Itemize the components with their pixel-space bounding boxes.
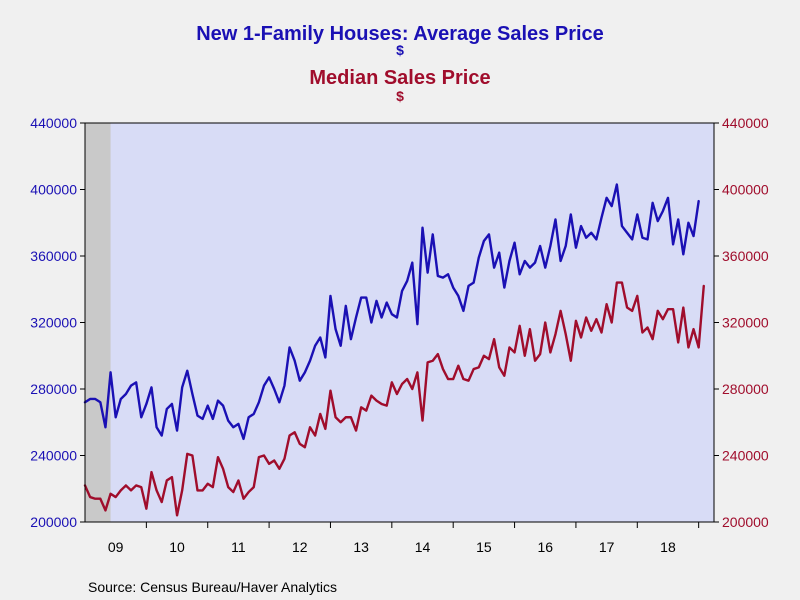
right-y-tick-label: 400000 (722, 182, 769, 198)
chart-title-line2: Median Sales Price (309, 67, 490, 89)
x-tick-label: 13 (353, 539, 369, 555)
x-tick-label: 12 (292, 539, 308, 555)
series-lines (83, 183, 705, 517)
right-axis-ticks (714, 122, 719, 523)
recession-shading (85, 123, 111, 522)
x-tick-label: 18 (660, 539, 676, 555)
left-y-tick-label: 360000 (30, 248, 77, 264)
x-tick-label: 15 (476, 539, 492, 555)
x-tick-label: 11 (231, 539, 246, 555)
right-y-tick-label: 280000 (722, 381, 769, 397)
chart-title-unit1: $ (396, 42, 404, 58)
right-axis-labels: 440000 400000 360000 320000 280000 240000 2000… (722, 115, 769, 530)
x-tick-label: 10 (169, 539, 185, 555)
source-note: Source: Census Bureau/Haver Analytics (88, 579, 337, 595)
series-average-sales-price (83, 183, 700, 441)
x-tick-label: 14 (415, 539, 431, 555)
left-y-tick-label: 240000 (30, 448, 77, 464)
series-median-sales-price (83, 281, 705, 517)
right-y-tick-label: 440000 (722, 115, 769, 131)
plot-frame (84, 122, 715, 523)
x-axis-labels: 09 10 11 12 13 14 15 16 17 18 (108, 539, 676, 555)
left-y-tick-label: 280000 (30, 381, 77, 397)
right-y-tick-label: 240000 (722, 448, 769, 464)
left-axis-ticks (80, 122, 85, 523)
left-y-tick-label: 440000 (30, 115, 77, 131)
x-tick-label: 17 (599, 539, 615, 555)
plot-area (85, 123, 714, 522)
chart-title-unit2: $ (396, 88, 404, 104)
right-y-tick-label: 320000 (722, 315, 769, 331)
left-y-tick-label: 400000 (30, 182, 77, 198)
left-y-tick-label: 200000 (30, 514, 77, 530)
right-y-tick-label: 200000 (722, 514, 769, 530)
chart-title-line1: New 1-Family Houses: Average Sales Price (196, 23, 604, 45)
right-y-tick-label: 360000 (722, 248, 769, 264)
x-axis-ticks (145, 522, 700, 528)
x-tick-label: 16 (537, 539, 553, 555)
left-y-tick-label: 320000 (30, 315, 77, 331)
left-axis-labels: 440000 400000 360000 320000 280000 240000 2000… (30, 115, 77, 530)
x-tick-label: 09 (108, 539, 124, 555)
